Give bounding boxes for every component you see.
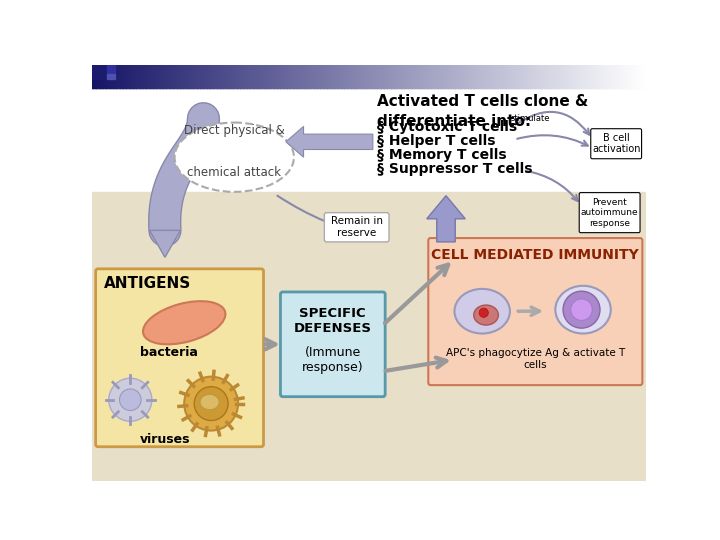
Circle shape bbox=[194, 387, 228, 421]
Text: SPECIFIC
DEFENSES: SPECIFIC DEFENSES bbox=[294, 307, 372, 335]
Ellipse shape bbox=[555, 286, 611, 334]
FancyBboxPatch shape bbox=[590, 129, 642, 159]
Circle shape bbox=[184, 377, 238, 430]
FancyBboxPatch shape bbox=[281, 292, 385, 397]
Text: Remain in
reserve: Remain in reserve bbox=[330, 217, 383, 238]
Circle shape bbox=[120, 389, 141, 410]
Text: Prevent
autoimmune
response: Prevent autoimmune response bbox=[580, 198, 638, 227]
Bar bbox=[107, 65, 115, 72]
Text: stimulate: stimulate bbox=[510, 114, 550, 123]
Ellipse shape bbox=[143, 301, 225, 345]
Bar bbox=[107, 74, 115, 79]
Text: (Immune
response): (Immune response) bbox=[302, 346, 364, 374]
Text: CELL MEDIATED IMMUNITY: CELL MEDIATED IMMUNITY bbox=[431, 248, 639, 262]
Text: ANTIGENS: ANTIGENS bbox=[104, 276, 192, 291]
Text: viruses: viruses bbox=[140, 433, 190, 446]
Text: § Memory T cells: § Memory T cells bbox=[377, 148, 506, 162]
Text: bacteria: bacteria bbox=[140, 346, 198, 359]
Polygon shape bbox=[427, 195, 465, 242]
Text: APC's phagocytize Ag & activate T
cells: APC's phagocytize Ag & activate T cells bbox=[446, 348, 625, 370]
Circle shape bbox=[479, 308, 488, 318]
Ellipse shape bbox=[174, 123, 294, 192]
Text: B cell
activation: B cell activation bbox=[592, 132, 640, 154]
Text: Direct physical &

chemical attack: Direct physical & chemical attack bbox=[184, 124, 284, 179]
Text: § Suppressor T cells: § Suppressor T cells bbox=[377, 162, 532, 176]
Ellipse shape bbox=[200, 394, 219, 410]
Text: Activated T cells clone &
differentiate into:: Activated T cells clone & differentiate … bbox=[377, 94, 588, 129]
Bar bbox=[92, 65, 106, 79]
Text: § Helper T cells: § Helper T cells bbox=[377, 134, 495, 148]
Text: § Cytotoxic T cells: § Cytotoxic T cells bbox=[377, 120, 517, 134]
FancyBboxPatch shape bbox=[324, 213, 389, 242]
Circle shape bbox=[571, 299, 593, 320]
Circle shape bbox=[109, 378, 152, 421]
Circle shape bbox=[563, 291, 600, 328]
FancyBboxPatch shape bbox=[579, 193, 640, 233]
FancyBboxPatch shape bbox=[428, 238, 642, 385]
Ellipse shape bbox=[454, 289, 510, 334]
Polygon shape bbox=[286, 126, 373, 157]
Polygon shape bbox=[150, 231, 180, 257]
FancyBboxPatch shape bbox=[96, 269, 264, 447]
Ellipse shape bbox=[474, 305, 498, 325]
Bar bbox=[92, 192, 647, 481]
